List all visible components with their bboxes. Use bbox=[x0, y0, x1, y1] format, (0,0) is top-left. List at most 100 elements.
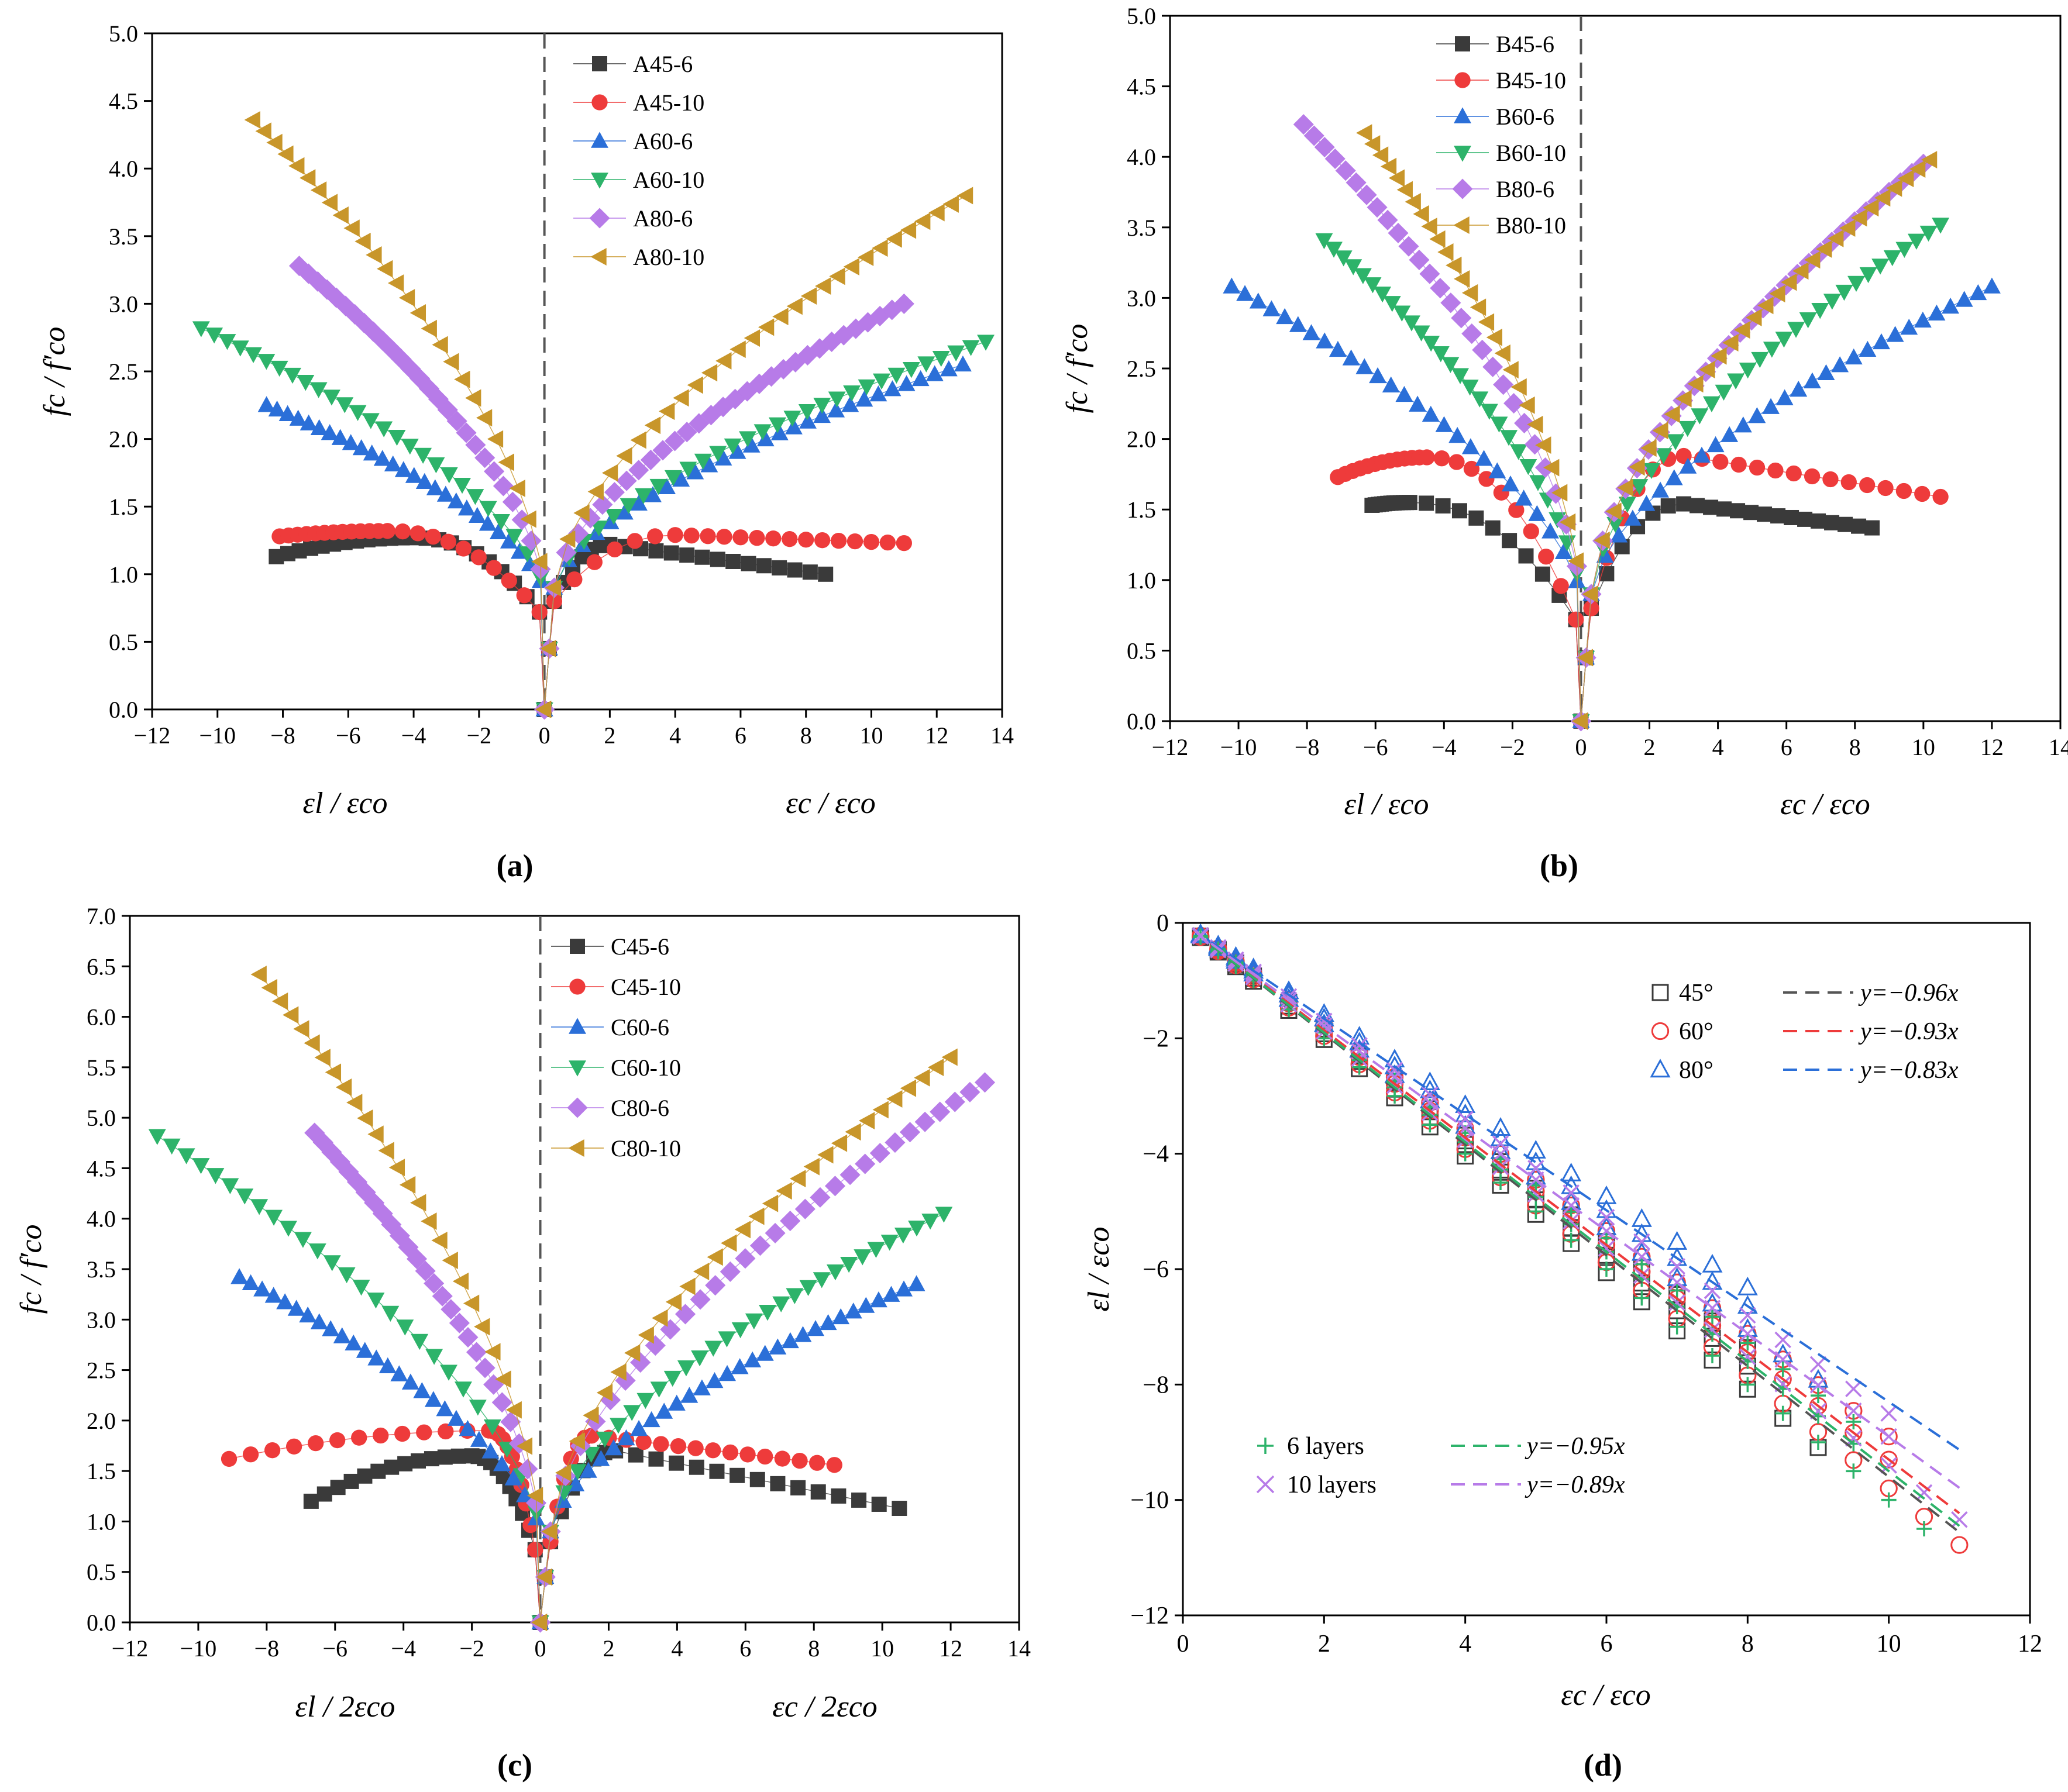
x-axis-label-axial: εc / 2εco bbox=[772, 1690, 878, 1724]
data-point bbox=[1864, 520, 1880, 536]
data-point bbox=[772, 560, 787, 575]
data-point bbox=[218, 334, 236, 350]
legend-label: C80-6 bbox=[611, 1095, 669, 1121]
data-point bbox=[431, 1231, 448, 1249]
legend-marker bbox=[1650, 1059, 1671, 1078]
data-point bbox=[1907, 233, 1925, 250]
data-point bbox=[299, 1306, 317, 1323]
data-point bbox=[1928, 304, 1946, 321]
y-tick-label: 4.0 bbox=[1127, 144, 1156, 170]
y-tick-label: 3.0 bbox=[1127, 285, 1156, 311]
data-point bbox=[1380, 157, 1397, 175]
data-point bbox=[676, 422, 697, 443]
data-point bbox=[670, 1438, 687, 1455]
data-point bbox=[556, 542, 577, 563]
data-point bbox=[287, 1300, 305, 1316]
data-point bbox=[1900, 318, 1918, 335]
data-point bbox=[1651, 481, 1670, 498]
data-point bbox=[974, 1072, 996, 1093]
data-point bbox=[257, 354, 276, 370]
data-point bbox=[871, 1496, 887, 1512]
data-point bbox=[799, 412, 817, 429]
data-point bbox=[977, 335, 995, 351]
data-point bbox=[815, 277, 831, 295]
data-point bbox=[1679, 457, 1697, 474]
data-point bbox=[1396, 181, 1413, 199]
y-tick-label: 2.5 bbox=[109, 359, 138, 385]
data-point bbox=[1463, 460, 1480, 477]
data-point bbox=[1787, 264, 1808, 285]
legend-marker bbox=[1257, 1438, 1274, 1454]
data-point bbox=[1845, 1380, 1862, 1397]
data-point bbox=[483, 1374, 504, 1395]
data-point bbox=[1775, 389, 1794, 405]
x-axis-label-lateral: εl / εco bbox=[1344, 788, 1429, 821]
legend-marker bbox=[569, 978, 586, 995]
data-point bbox=[387, 274, 404, 292]
data-point bbox=[807, 1319, 825, 1336]
data-point bbox=[236, 1188, 254, 1205]
x-tick-label: 8 bbox=[808, 1635, 820, 1662]
data-point bbox=[411, 1333, 429, 1350]
y-tick-label: −4 bbox=[1143, 1141, 1169, 1168]
data-point bbox=[367, 1349, 386, 1366]
data-point bbox=[375, 421, 393, 437]
data-point bbox=[879, 534, 896, 551]
y-axis-label: fc / f′co bbox=[1061, 324, 1094, 413]
data-point bbox=[1914, 311, 1932, 328]
y-tick-label: 0.0 bbox=[109, 697, 138, 723]
data-point bbox=[1419, 1071, 1440, 1091]
data-point bbox=[1734, 321, 1750, 339]
data-point bbox=[500, 1411, 521, 1432]
legend-label: B45-6 bbox=[1496, 31, 1554, 57]
data-point bbox=[432, 336, 448, 354]
data-point bbox=[722, 1444, 739, 1460]
data-point bbox=[1440, 292, 1461, 313]
x-tick-label: −2 bbox=[459, 1635, 484, 1662]
data-point bbox=[642, 1411, 660, 1428]
legend-label: 6 layers bbox=[1287, 1433, 1364, 1460]
data-point bbox=[935, 1207, 953, 1223]
data-point bbox=[343, 219, 360, 237]
x-tick-label: 12 bbox=[939, 1635, 962, 1662]
data-point bbox=[1354, 268, 1372, 284]
data-point bbox=[885, 1132, 906, 1153]
data-point bbox=[1355, 358, 1374, 374]
x-tick-label: 6 bbox=[735, 722, 746, 749]
data-point bbox=[628, 460, 649, 481]
data-point bbox=[1790, 380, 1808, 397]
data-point bbox=[1561, 1162, 1582, 1181]
data-point bbox=[516, 587, 532, 604]
data-point bbox=[266, 133, 283, 151]
legend-marker bbox=[1256, 1475, 1275, 1494]
data-point bbox=[818, 566, 834, 582]
data-point bbox=[1454, 270, 1470, 288]
data-point bbox=[481, 1442, 500, 1459]
data-point bbox=[441, 1299, 462, 1320]
data-point bbox=[649, 478, 667, 495]
data-point bbox=[1519, 459, 1537, 475]
data-point bbox=[1880, 1428, 1897, 1445]
data-point bbox=[405, 467, 423, 483]
data-point bbox=[768, 417, 786, 433]
data-point bbox=[731, 1358, 749, 1374]
data-point bbox=[264, 1442, 281, 1459]
data-point bbox=[484, 461, 505, 482]
data-point bbox=[1563, 1184, 1580, 1201]
panel-b: −12 −10 −8 −6 −4 −2 0 2 4 6 8 10 12 14 0.0 0.5 1.0 1.5 2.0… bbox=[1061, 3, 2068, 883]
data-point bbox=[388, 430, 406, 446]
data-point bbox=[1480, 404, 1498, 420]
panel-d: 0 2 4 6 8 10 12 −12 −10 −8 −6 −4 −2 0 45° y=−0.96x 60° y=… bbox=[1082, 910, 2042, 1783]
y-tick-label: 4.0 bbox=[87, 1206, 116, 1232]
y-tick-label: 4.0 bbox=[109, 156, 138, 182]
data-point bbox=[1846, 1463, 1861, 1479]
data-point bbox=[351, 1429, 367, 1446]
data-point bbox=[1851, 518, 1867, 534]
data-point bbox=[962, 340, 980, 356]
data-point bbox=[623, 1405, 641, 1421]
y-tick-label: 1.0 bbox=[1127, 567, 1156, 594]
legend-angles: 45° y=−0.96x 60° y=−0.93x 80° y=−0.83x bbox=[1650, 980, 1959, 1084]
data-point bbox=[1808, 1369, 1829, 1388]
data-point bbox=[330, 1480, 346, 1495]
data-point bbox=[264, 1287, 283, 1303]
